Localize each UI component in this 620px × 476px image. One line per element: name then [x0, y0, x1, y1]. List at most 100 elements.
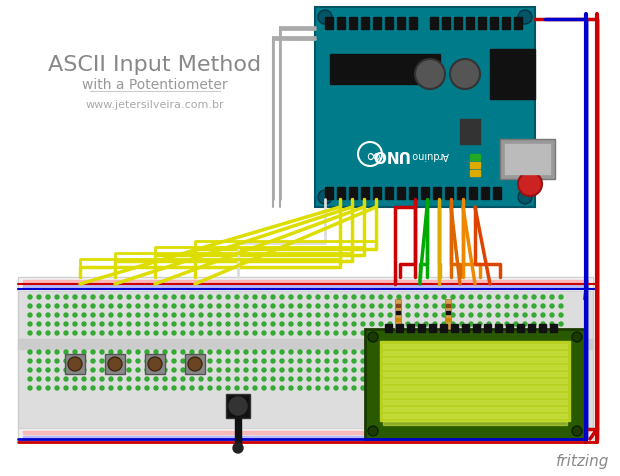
Circle shape — [469, 386, 473, 390]
Bar — [18, 339, 593, 349]
Circle shape — [388, 296, 392, 299]
Circle shape — [82, 322, 86, 327]
Circle shape — [442, 322, 446, 327]
Circle shape — [433, 322, 437, 327]
Circle shape — [379, 322, 383, 327]
Bar — [484, 324, 491, 332]
Circle shape — [82, 313, 86, 317]
Circle shape — [316, 331, 320, 335]
Circle shape — [91, 322, 95, 327]
Circle shape — [28, 377, 32, 381]
Circle shape — [82, 331, 86, 335]
Circle shape — [181, 304, 185, 308]
Circle shape — [226, 368, 230, 372]
Circle shape — [424, 377, 428, 381]
Circle shape — [289, 331, 293, 335]
Bar — [429, 324, 436, 332]
Circle shape — [172, 304, 176, 308]
Bar — [383, 372, 567, 376]
Circle shape — [325, 331, 329, 335]
Circle shape — [361, 377, 365, 381]
Circle shape — [361, 368, 365, 372]
Circle shape — [496, 386, 500, 390]
Circle shape — [118, 304, 122, 308]
Circle shape — [523, 322, 527, 327]
Circle shape — [559, 386, 563, 390]
Circle shape — [289, 304, 293, 308]
Circle shape — [523, 313, 527, 317]
Circle shape — [298, 304, 302, 308]
Circle shape — [199, 359, 203, 363]
Circle shape — [199, 350, 203, 354]
Circle shape — [109, 359, 113, 363]
Circle shape — [136, 331, 140, 335]
Circle shape — [379, 386, 383, 390]
Circle shape — [37, 386, 41, 390]
Circle shape — [487, 386, 491, 390]
Circle shape — [190, 350, 194, 354]
Circle shape — [343, 350, 347, 354]
Circle shape — [28, 359, 32, 363]
Circle shape — [91, 377, 95, 381]
Circle shape — [118, 350, 122, 354]
Circle shape — [451, 368, 455, 372]
Circle shape — [469, 296, 473, 299]
Circle shape — [82, 350, 86, 354]
Bar — [365, 329, 585, 439]
Circle shape — [397, 304, 401, 308]
Circle shape — [118, 368, 122, 372]
Circle shape — [136, 313, 140, 317]
Circle shape — [280, 377, 284, 381]
Circle shape — [244, 296, 248, 299]
Circle shape — [46, 322, 50, 327]
Circle shape — [541, 386, 545, 390]
Bar — [18, 278, 593, 291]
Circle shape — [262, 386, 266, 390]
Circle shape — [334, 313, 338, 317]
Circle shape — [325, 322, 329, 327]
Circle shape — [154, 313, 158, 317]
Circle shape — [424, 322, 428, 327]
Circle shape — [253, 331, 257, 335]
Circle shape — [217, 377, 221, 381]
Circle shape — [433, 296, 437, 299]
Circle shape — [55, 304, 59, 308]
Circle shape — [532, 313, 536, 317]
Circle shape — [226, 322, 230, 327]
Circle shape — [532, 377, 536, 381]
Circle shape — [370, 368, 374, 372]
Circle shape — [518, 173, 542, 197]
Circle shape — [496, 377, 500, 381]
Circle shape — [406, 377, 410, 381]
Circle shape — [199, 322, 203, 327]
Circle shape — [325, 313, 329, 317]
Circle shape — [487, 350, 491, 354]
Circle shape — [343, 322, 347, 327]
Circle shape — [307, 350, 311, 354]
Circle shape — [523, 304, 527, 308]
Circle shape — [145, 359, 149, 363]
Circle shape — [343, 368, 347, 372]
Circle shape — [163, 296, 167, 299]
Circle shape — [163, 359, 167, 363]
Bar — [457, 188, 465, 199]
Circle shape — [280, 359, 284, 363]
Circle shape — [235, 313, 239, 317]
Circle shape — [478, 331, 482, 335]
Circle shape — [109, 350, 113, 354]
Bar — [539, 324, 546, 332]
Bar — [383, 386, 567, 390]
Circle shape — [406, 359, 410, 363]
Circle shape — [572, 332, 582, 342]
Bar — [446, 318, 450, 321]
Bar — [385, 188, 393, 199]
Circle shape — [541, 368, 545, 372]
Circle shape — [172, 359, 176, 363]
Bar — [380, 341, 570, 421]
Circle shape — [424, 359, 428, 363]
Circle shape — [136, 359, 140, 363]
Circle shape — [100, 296, 104, 299]
Circle shape — [253, 313, 257, 317]
Circle shape — [46, 331, 50, 335]
Circle shape — [271, 377, 275, 381]
